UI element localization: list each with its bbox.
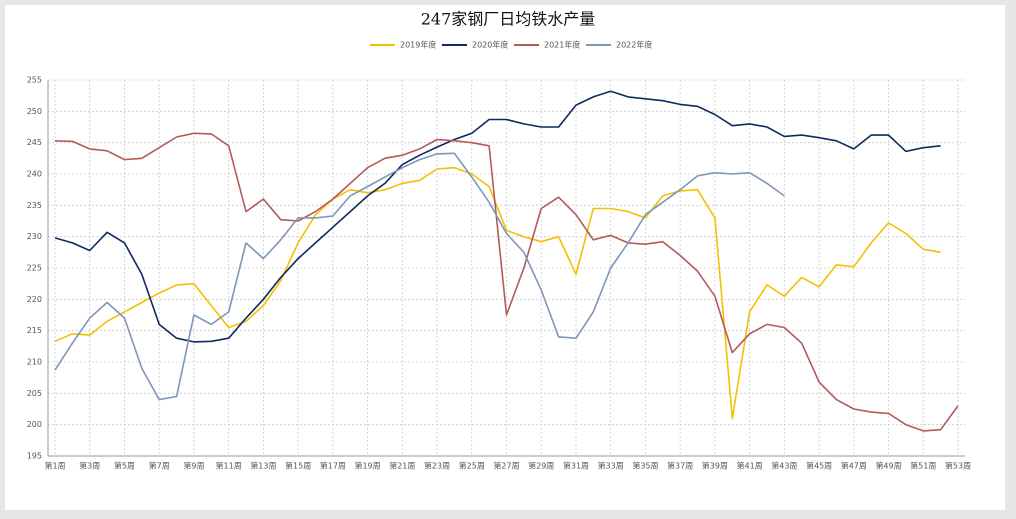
y-tick-label: 215 (27, 326, 42, 335)
legend-label: 2019年度 (400, 40, 436, 50)
x-tick-label: 第21周 (389, 461, 415, 471)
x-tick-label: 第17周 (320, 461, 346, 471)
x-tick-label: 第27周 (493, 461, 519, 471)
x-tick-label: 第1周 (44, 461, 65, 471)
y-tick-label: 220 (27, 295, 42, 304)
x-tick-label: 第9周 (183, 461, 204, 471)
x-tick-label: 第49周 (875, 461, 901, 471)
legend-label: 2021年度 (544, 40, 580, 50)
x-tick-label: 第19周 (354, 461, 380, 471)
x-tick-label: 第45周 (806, 461, 832, 471)
y-tick-label: 195 (27, 452, 42, 461)
x-tick-label: 第37周 (667, 461, 693, 471)
series-line (54, 132, 959, 432)
y-tick-label: 245 (27, 138, 42, 147)
y-tick-label: 230 (27, 232, 42, 241)
chart-title: 247家钢厂日均铁水产量 (421, 10, 596, 29)
x-tick-label: 第25周 (459, 461, 485, 471)
y-tick-label: 210 (27, 358, 42, 367)
x-tick-label: 第15周 (285, 461, 311, 471)
x-tick-label: 第23周 (424, 461, 450, 471)
series-line (54, 166, 941, 420)
x-tick-label: 第3周 (79, 461, 100, 471)
x-tick-label: 第31周 (563, 461, 589, 471)
y-tick-label: 205 (27, 389, 42, 398)
y-tick-label: 225 (27, 264, 42, 273)
series-line (54, 90, 941, 343)
x-tick-label: 第35周 (632, 461, 658, 471)
x-tick-label: 第47周 (841, 461, 867, 471)
legend-label: 2020年度 (472, 40, 508, 50)
y-tick-label: 255 (27, 76, 42, 85)
x-tick-label: 第13周 (250, 461, 276, 471)
x-tick-label: 第5周 (114, 461, 135, 471)
x-tick-label: 第7周 (149, 461, 170, 471)
x-tick-label: 第11周 (216, 461, 242, 471)
x-tick-label: 第51周 (910, 461, 936, 471)
y-tick-label: 250 (27, 107, 42, 116)
y-tick-label: 235 (27, 201, 42, 210)
x-tick-label: 第33周 (598, 461, 624, 471)
legend-label: 2022年度 (616, 40, 652, 50)
x-tick-label: 第41周 (737, 461, 763, 471)
panel (5, 5, 1005, 510)
x-tick-label: 第29周 (528, 461, 554, 471)
x-tick-label: 第39周 (702, 461, 728, 471)
y-tick-label: 200 (27, 420, 42, 429)
x-tick-label: 第43周 (771, 461, 797, 471)
y-tick-label: 240 (27, 170, 42, 179)
x-tick-label: 第53周 (945, 461, 971, 471)
series-line (54, 152, 785, 401)
